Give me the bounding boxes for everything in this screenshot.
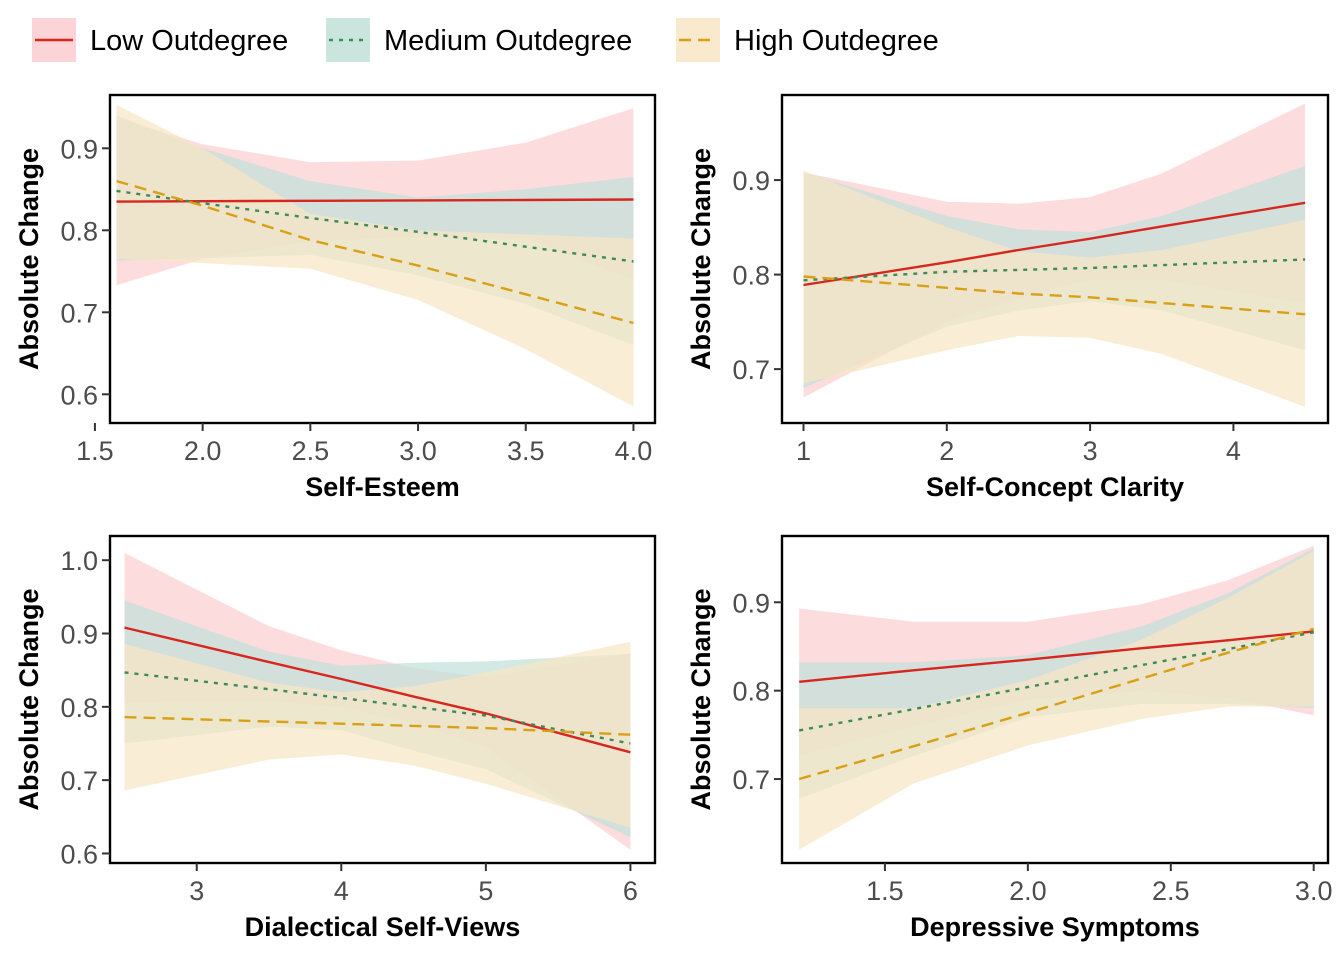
- y-axis-title: Absolute Change: [14, 588, 44, 810]
- x-tick-label: 2: [939, 436, 954, 466]
- x-tick-label: 2.5: [292, 436, 330, 466]
- x-tick-label: 3: [189, 876, 204, 906]
- legend-label-low-outdegree: Low Outdegree: [90, 25, 288, 57]
- y-tick-label: 0.9: [732, 166, 770, 196]
- legend-item-high-outdegree: High Outdegree: [676, 18, 939, 62]
- legend: Low Outdegree Medium Outdegree High Outdeg…: [32, 18, 939, 62]
- y-axis-title: Absolute Change: [14, 148, 44, 370]
- plot-frame: [108, 93, 657, 425]
- y-tick-label: 0.9: [60, 134, 98, 164]
- series-line-high-outdegree: [124, 715, 631, 736]
- y-tick-label: 0.6: [60, 380, 98, 410]
- x-tick-label: 2.0: [1009, 876, 1047, 906]
- x-tick-label: 3.5: [507, 436, 545, 466]
- y-tick-label: 0.8: [60, 216, 98, 246]
- y-axis-title: Absolute Change: [686, 148, 716, 370]
- x-tick-label: 3.0: [399, 436, 437, 466]
- x-tick-label: 3: [1083, 436, 1098, 466]
- y-tick-label: 0.7: [60, 298, 98, 328]
- chart-dialectical-self-views: 3 4 5 6 0.6 0.7 0.8 0.9 1.0 Dialectical Self-View…: [14, 534, 657, 942]
- series-line-low-outdegree: [803, 201, 1306, 287]
- x-axis-title: Self-Concept Clarity: [926, 472, 1184, 502]
- ci-band-high-outdegree: [803, 170, 1306, 407]
- x-tick-label: 1.5: [76, 436, 114, 466]
- x-tick-label: 2.5: [1152, 876, 1190, 906]
- y-tick-label: 0.9: [732, 588, 770, 618]
- series-line-medium-outdegree: [803, 258, 1306, 282]
- chart-depressive-symptoms: 1.5 2.0 2.5 3.0 0.7 0.8 0.9 Depressive Symptoms…: [686, 534, 1333, 942]
- plot-frame: [780, 93, 1330, 425]
- x-tick-label: 2.0: [184, 436, 222, 466]
- y-tick-label: 0.8: [732, 261, 770, 291]
- y-tick-label: 0.7: [732, 765, 770, 795]
- series-line-low-outdegree: [799, 630, 1314, 683]
- series-line-medium-outdegree: [116, 189, 634, 263]
- chart-self-esteem: 1.5 2.0 2.5 3.0 3.5 4.0 0.6 0.7 0.8 0.9 Self-Estee…: [14, 93, 657, 502]
- series-line-medium-outdegree: [798, 631, 1314, 732]
- x-tick-label: 3.0: [1295, 876, 1333, 906]
- legend-label-medium-outdegree: Medium Outdegree: [384, 25, 632, 57]
- plot-frame: [780, 534, 1330, 865]
- y-tick-label: 0.7: [60, 766, 98, 796]
- chart-self-concept-clarity: 1 2 3 4 0.7 0.8 0.9 Self-Concept Clarity Absolut…: [686, 93, 1330, 502]
- plot-frame: [108, 534, 657, 865]
- y-tick-label: 0.8: [732, 677, 770, 707]
- series-line-high-outdegree: [798, 627, 1315, 781]
- x-tick-label: 6: [623, 876, 638, 906]
- x-tick-label: 4.0: [615, 436, 653, 466]
- x-axis-title: Dialectical Self-Views: [245, 912, 521, 942]
- legend-label-high-outdegree: High Outdegree: [734, 25, 939, 57]
- series-line-high-outdegree: [116, 179, 634, 325]
- x-tick-label: 4: [334, 876, 349, 906]
- series-line-medium-outdegree: [124, 671, 631, 745]
- x-tick-label: 1: [796, 436, 811, 466]
- ci-band-high-outdegree: [124, 641, 631, 828]
- x-tick-label: 4: [1226, 436, 1241, 466]
- legend-item-medium-outdegree: Medium Outdegree: [326, 18, 632, 62]
- series-line-high-outdegree: [803, 275, 1306, 316]
- series-line-low-outdegree: [124, 626, 631, 754]
- x-tick-label: 5: [478, 876, 493, 906]
- y-tick-label: 1.0: [60, 546, 98, 576]
- y-axis-title: Absolute Change: [686, 588, 716, 810]
- x-axis-title: Self-Esteem: [305, 472, 460, 502]
- y-tick-label: 0.9: [60, 620, 98, 650]
- ci-band-high-outdegree: [799, 551, 1314, 850]
- x-tick-label: 1.5: [866, 876, 904, 906]
- y-tick-label: 0.7: [732, 355, 770, 385]
- legend-item-low-outdegree: Low Outdegree: [32, 18, 288, 62]
- y-tick-label: 0.6: [60, 839, 98, 869]
- y-tick-label: 0.8: [60, 693, 98, 723]
- x-axis-title: Depressive Symptoms: [910, 912, 1200, 942]
